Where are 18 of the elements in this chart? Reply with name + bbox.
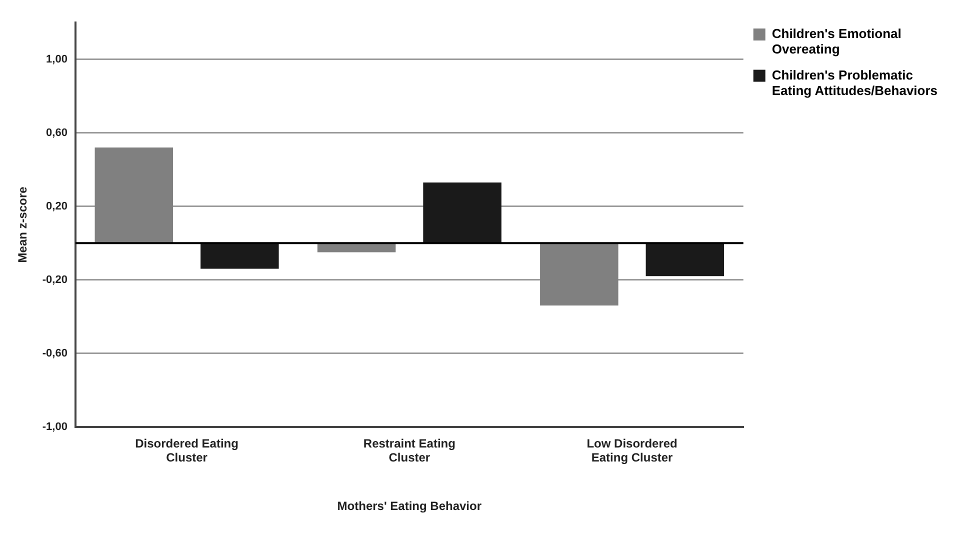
bar: [423, 182, 502, 244]
x-tick-label: Restraint Eating Cluster: [363, 436, 456, 465]
bar: [646, 243, 724, 276]
x-tick-label: Low Disordered Eating Cluster: [586, 436, 678, 465]
y-axis-title: Mean z-score: [16, 186, 30, 263]
legend-label: Children's Emotional Overeating: [772, 26, 902, 57]
bar: [540, 243, 618, 306]
y-tick-label: 1,00: [46, 53, 68, 66]
y-tick-label: -1,00: [42, 420, 68, 433]
bar: [200, 243, 279, 269]
bar: [94, 148, 174, 244]
legend-label: Children's Problematic Eating Attitudes/Behaviors: [772, 67, 938, 98]
y-tick-label: -0,60: [42, 347, 68, 360]
y-tick-label: 0,60: [46, 126, 68, 139]
x-axis-title: Mothers' Eating Behavior: [337, 499, 482, 514]
y-tick-label: -0,20: [42, 274, 68, 286]
y-tick-label: 0,20: [46, 200, 68, 212]
x-tick-label: Disordered Eating Cluster: [135, 436, 238, 465]
